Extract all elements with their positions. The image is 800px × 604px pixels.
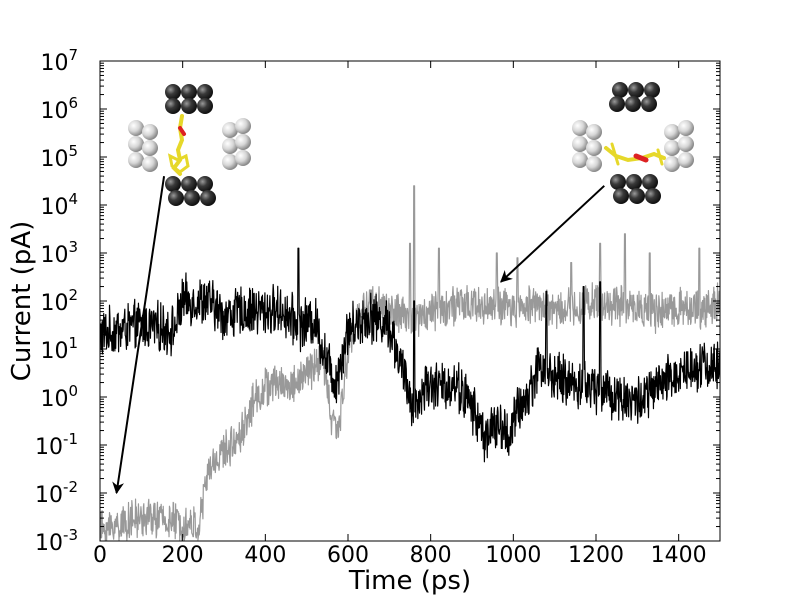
y-tick-exponent: -2 [63, 478, 78, 496]
y-tick-label: 100 [40, 382, 78, 412]
y-tick-label: 103 [40, 238, 78, 268]
y-tick-base: 10 [35, 531, 63, 556]
y-tick-base: 10 [40, 51, 68, 76]
y-tick-exponent: 0 [68, 382, 78, 400]
y-tick-base: 10 [40, 291, 68, 316]
y-tick-exponent: 7 [68, 46, 78, 64]
y-tick-base: 10 [40, 195, 68, 220]
molecule-inset-left [128, 84, 251, 206]
y-tick-label: 107 [40, 46, 78, 76]
x-tick-label: 600 [327, 543, 369, 568]
y-tick-base: 10 [35, 483, 63, 508]
y-tick-exponent: 4 [68, 190, 78, 208]
annotation-arrow [112, 176, 166, 495]
x-tick-label: 1200 [568, 543, 624, 568]
y-tick-base: 10 [40, 147, 68, 172]
x-tick-label: 400 [244, 543, 286, 568]
series-line-0 [100, 247, 720, 463]
y-tick-exponent: -3 [63, 526, 78, 544]
y-tick-exponent: 2 [68, 286, 78, 304]
x-tick-label: 200 [162, 543, 204, 568]
y-tick-exponent: 5 [68, 142, 78, 160]
electrode-side-left-b [222, 118, 251, 170]
y-tick-label: 104 [40, 190, 78, 220]
y-tick-label: 10-2 [35, 478, 78, 508]
electrode-bottom-right [610, 174, 661, 204]
series-line-1 [100, 185, 720, 541]
electrode-bottom-left [165, 176, 216, 206]
x-axis-label: Time (ps) [348, 566, 471, 596]
y-tick-label: 102 [40, 286, 78, 316]
y-axis-label: Current (pA) [7, 221, 37, 382]
annotations-layer [112, 176, 605, 495]
x-tick-label: 1000 [485, 543, 541, 568]
x-tick-label: 1400 [651, 543, 707, 568]
y-tick-exponent: 3 [68, 238, 78, 256]
y-tick-label: 10-1 [35, 430, 78, 460]
y-tick-base: 10 [40, 339, 68, 364]
y-tick-base: 10 [40, 99, 68, 124]
y-tick-label: 105 [40, 142, 78, 172]
y-tick-label: 106 [40, 94, 78, 124]
y-tick-exponent: 6 [68, 94, 78, 112]
series-layer [100, 185, 720, 541]
y-tick-base: 10 [40, 243, 68, 268]
y-tick-exponent: 1 [68, 334, 78, 352]
ticks-layer [99, 60, 720, 542]
y-tick-exponent: -1 [63, 430, 78, 448]
y-tick-base: 10 [40, 387, 68, 412]
y-tick-label: 10-3 [35, 526, 78, 556]
electrode-top-left [165, 84, 213, 114]
x-tick-label: 800 [410, 543, 452, 568]
electrode-side-right-b [664, 120, 694, 172]
molecule-left [167, 114, 190, 176]
tick-labels-layer: 0 200 400 600 800 1000 1200 140010-310-210-1100… [35, 46, 707, 568]
electrode-side-left-a [128, 120, 158, 172]
x-tick-label: 0 [93, 543, 107, 568]
molecule-inset-right [572, 82, 694, 204]
annotation-arrow [500, 185, 605, 283]
y-tick-label: 101 [40, 334, 78, 364]
electrode-top-right [609, 82, 660, 112]
electrode-side-right-a [572, 120, 602, 172]
y-tick-base: 10 [35, 435, 63, 460]
molecule-right [604, 142, 666, 166]
